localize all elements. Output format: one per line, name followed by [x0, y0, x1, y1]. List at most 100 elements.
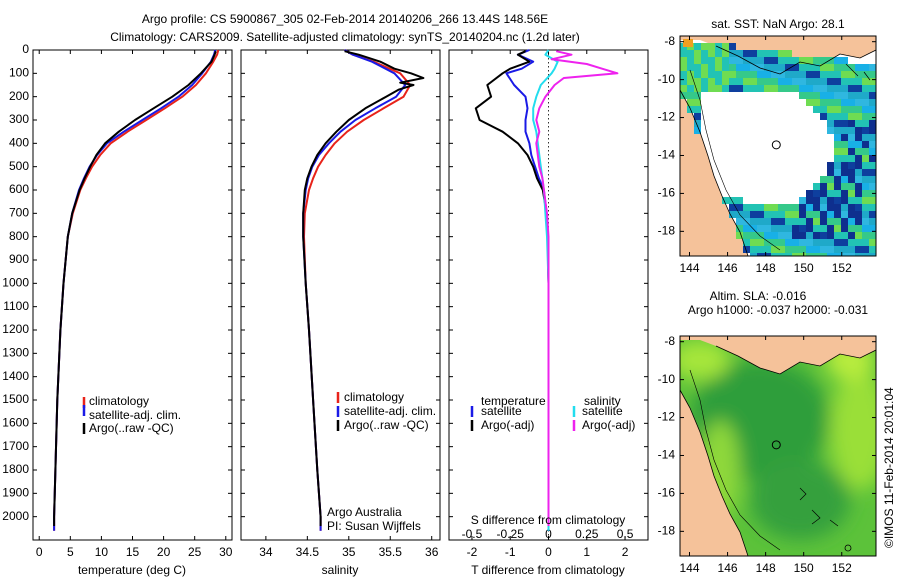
sst-cell [764, 232, 771, 239]
sst-cell [806, 204, 813, 211]
sst-cell [834, 225, 841, 232]
sst-cell [694, 127, 701, 134]
sst-cell [757, 57, 764, 64]
sla-map-title-line2: Argo h1000: -0.037 h2000: -0.031 [688, 303, 868, 317]
sst-cell [743, 64, 750, 71]
sst-cell [757, 225, 764, 232]
sst-cell [841, 64, 848, 71]
series-line-argo-raw-qc- [302, 50, 425, 526]
sst-cell [806, 71, 813, 78]
sst-cell [813, 239, 820, 246]
small-island-marker [844, 544, 852, 552]
sst-cell [771, 218, 778, 225]
sst-cell [862, 141, 869, 148]
sst-cell [680, 64, 687, 71]
sst-cell [827, 64, 834, 71]
temperature-panel: 0100200300400500600700800900100011001200… [2, 42, 232, 577]
map-x-tick-label: 146 [718, 261, 738, 275]
sst-cell [862, 148, 869, 155]
sst-cell [792, 71, 799, 78]
sst-cell [701, 64, 708, 71]
map-x-tick-label: 150 [794, 561, 814, 575]
sst-cell [869, 64, 876, 71]
sst-cell [778, 85, 785, 92]
sst-cell [841, 253, 848, 256]
x-tick-label: 15 [126, 545, 140, 559]
sst-cell [862, 78, 869, 85]
sst-cell [834, 176, 841, 183]
sst-cell [813, 71, 820, 78]
sst-cell [792, 57, 799, 64]
sst-cell [785, 211, 792, 218]
sst-cell [722, 71, 729, 78]
sst-cell [694, 113, 701, 120]
sst-cell [743, 85, 750, 92]
sst-cell [855, 204, 862, 211]
sst-cell [820, 71, 827, 78]
sst-cell [848, 176, 855, 183]
sst-cell [757, 71, 764, 78]
sst-cell [680, 85, 687, 92]
sst-cell [750, 253, 757, 256]
sst-cell [841, 85, 848, 92]
sst-cell [834, 113, 841, 120]
sst-cell [841, 134, 848, 141]
sst-cell [764, 211, 771, 218]
sst-cell [757, 232, 764, 239]
sst-cell [757, 218, 764, 225]
sst-cell [764, 71, 771, 78]
sst-cell [855, 78, 862, 85]
sst-cell [827, 120, 834, 127]
sst-cell [848, 246, 855, 253]
legend-label-argo: Argo(..raw -QC) [344, 418, 429, 432]
sst-cell [694, 106, 701, 113]
top-tick-label: -0.25 [497, 527, 525, 541]
sst-cell [694, 120, 701, 127]
sst-cell [841, 246, 848, 253]
sst-cell [841, 120, 848, 127]
sst-cell [708, 57, 715, 64]
sst-cell [771, 204, 778, 211]
sst-cell [750, 246, 757, 253]
y-tick-label: 300 [9, 112, 29, 126]
sst-cell [764, 246, 771, 253]
sst-cell [869, 176, 876, 183]
sst-cell [827, 176, 834, 183]
sst-cell [855, 106, 862, 113]
sla-map-panel: Altim. SLA: -0.016 Argo h1000: -0.037 h2… [658, 289, 877, 575]
y-tick-label: 0 [22, 42, 29, 56]
map-y-tick-label: -12 [658, 410, 676, 424]
temperature-xlabel: temperature (deg C) [78, 563, 186, 577]
sst-cell [869, 106, 876, 113]
sst-cell [855, 141, 862, 148]
sst-cell [764, 239, 771, 246]
sst-cell [736, 204, 743, 211]
sst-cell [827, 225, 834, 232]
y-tick-label: 1200 [2, 322, 29, 336]
sst-cell [694, 43, 701, 50]
sst-cell [848, 162, 855, 169]
y-tick-label: 1900 [2, 486, 29, 500]
sst-cell [715, 57, 722, 64]
sst-cell [841, 57, 848, 64]
sst-cell [855, 225, 862, 232]
sst-cell [869, 197, 876, 204]
sst-cell [869, 99, 876, 106]
sst-cell [736, 218, 743, 225]
sst-cell [827, 127, 834, 134]
sst-cell [841, 162, 848, 169]
sst-cell [848, 190, 855, 197]
sst-cell [834, 246, 841, 253]
sst-cell [750, 64, 757, 71]
sst-cell [687, 99, 694, 106]
argo-float-marker [771, 140, 781, 150]
sst-cell [862, 64, 869, 71]
sst-cell [771, 78, 778, 85]
sst-cell [841, 190, 848, 197]
map-x-tick-label: 148 [756, 561, 776, 575]
sst-cell [834, 92, 841, 99]
sst-cell [743, 232, 750, 239]
sst-cell [820, 211, 827, 218]
x-tick-label: 25 [188, 545, 202, 559]
sst-cell [694, 92, 701, 99]
